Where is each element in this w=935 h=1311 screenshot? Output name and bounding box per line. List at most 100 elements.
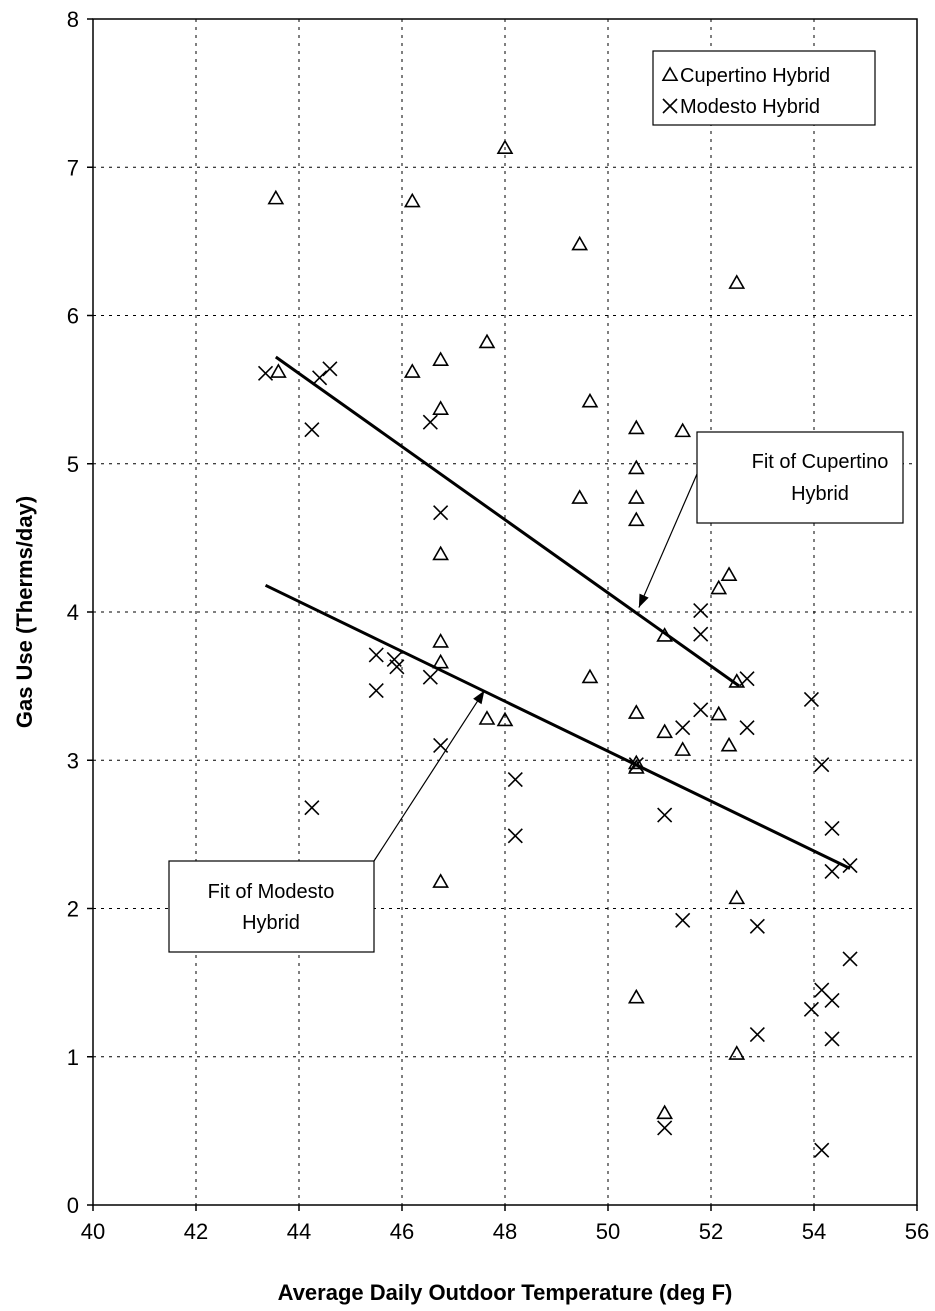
y-tick-label: 4 <box>67 600 79 625</box>
cupertino-point <box>267 189 285 205</box>
modesto-point <box>824 992 840 1008</box>
y-tick-label: 7 <box>67 155 79 180</box>
y-axis-title: Gas Use (Therms/day) <box>12 496 37 728</box>
y-tick-label: 6 <box>67 304 79 329</box>
modesto-point <box>657 807 673 823</box>
cupertino-point <box>571 235 589 251</box>
cupertino-point <box>627 489 645 504</box>
arrow-head <box>473 690 485 705</box>
annotation-arrow-modesto <box>373 690 485 862</box>
fit-line-modesto <box>264 583 851 870</box>
modesto-point <box>389 659 405 675</box>
y-tick-label: 8 <box>67 7 79 32</box>
x-axis-title: Average Daily Outdoor Temperature (deg F… <box>278 1280 733 1305</box>
modesto-point <box>312 370 328 386</box>
annotation-modesto-fit: Fit of Modesto Hybrid <box>168 690 485 953</box>
modesto-point <box>422 669 438 685</box>
cupertino-point <box>656 1104 674 1120</box>
modesto-point <box>842 951 858 967</box>
x-tick-label: 52 <box>699 1219 723 1244</box>
cupertino-point <box>728 673 746 688</box>
modesto-point <box>739 671 755 687</box>
cupertino-point <box>496 139 514 155</box>
modesto-point <box>304 422 320 438</box>
arrow-head <box>638 593 649 608</box>
modesto-point <box>693 626 709 642</box>
cupertino-point <box>627 754 645 770</box>
y-tick-label: 0 <box>67 1193 79 1218</box>
cupertino-point <box>627 459 645 475</box>
modesto-point <box>749 918 765 934</box>
modesto-point <box>322 361 338 377</box>
modesto-point <box>657 1120 673 1136</box>
cupertino-point <box>728 1045 746 1060</box>
annotation-arrow-cupertino <box>638 473 698 608</box>
y-tick-label: 3 <box>67 748 79 773</box>
cupertino-point <box>720 736 738 752</box>
modesto-point <box>749 1026 765 1043</box>
cupertino-point <box>432 400 450 415</box>
modesto-point <box>814 1142 830 1158</box>
modesto-point <box>368 683 384 699</box>
y-tick-labels: 0 1 2 3 4 5 6 7 8 <box>67 7 93 1218</box>
cupertino-point <box>710 579 728 595</box>
cupertino-point <box>432 351 450 367</box>
cupertino-point <box>432 545 450 561</box>
x-tick-label: 46 <box>390 1219 414 1244</box>
y-tick-label: 1 <box>67 1045 79 1070</box>
annotation-text-modesto-line2: Hybrid <box>242 912 300 934</box>
legend-box <box>652 50 876 126</box>
modesto-point <box>433 505 449 521</box>
annotation-text-cupertino-line1: Fit of Cupertino <box>752 451 889 473</box>
cupertino-point <box>478 333 496 349</box>
cupertino-point <box>270 363 287 378</box>
cupertino-point <box>710 705 728 721</box>
grid-lines <box>93 19 917 1205</box>
cupertino-point <box>478 710 496 725</box>
annotation-cupertino-fit: Fit of Cupertino Hybrid <box>638 431 904 608</box>
cupertino-point <box>496 711 514 727</box>
legend-label-cupertino: Cupertino Hybrid <box>680 65 830 87</box>
legend-triangle-mark <box>661 66 679 82</box>
modesto-point <box>628 757 644 773</box>
cupertino-point <box>432 653 450 669</box>
modesto-point <box>814 757 830 773</box>
modesto-point <box>824 820 840 837</box>
modesto-point <box>824 863 840 880</box>
cupertino-point <box>627 704 645 719</box>
cupertino-point <box>656 627 674 642</box>
annotation-box-cupertino <box>696 431 904 524</box>
legend-x-icon <box>662 98 678 114</box>
cupertino-point <box>432 873 450 888</box>
legend: Cupertino Hybrid Modesto Hybrid <box>652 50 876 126</box>
modesto-point <box>842 857 858 874</box>
cupertino-point <box>720 566 738 581</box>
modesto-point <box>675 912 691 928</box>
legend-triangle-icon <box>661 66 679 82</box>
arrow-shaft <box>373 690 485 862</box>
x-tick-label: 56 <box>905 1219 929 1244</box>
arrow-shaft <box>638 473 698 608</box>
cupertino-point <box>627 511 645 527</box>
annotation-box-modesto <box>168 860 375 953</box>
data-points <box>257 139 858 1158</box>
fit-line-cupertino <box>274 355 741 688</box>
cupertino-point <box>627 759 645 774</box>
modesto-point <box>675 720 691 736</box>
modesto-point <box>304 800 320 816</box>
cupertino-point <box>674 422 692 438</box>
modesto-point <box>803 691 819 708</box>
fit-lines <box>264 355 851 870</box>
annotation-text-modesto-line1: Fit of Modesto <box>208 881 335 903</box>
x-tick-label: 44 <box>287 1219 311 1244</box>
cupertino-point <box>674 741 692 756</box>
cupertino-point <box>728 274 746 289</box>
y-tick-label: 5 <box>67 452 79 477</box>
cupertino-point <box>656 723 674 739</box>
y-tick-label: 2 <box>67 897 79 922</box>
legend-x-mark <box>662 98 678 114</box>
x-tick-label: 48 <box>493 1219 517 1244</box>
legend-label-modesto: Modesto Hybrid <box>680 96 820 118</box>
cupertino-point <box>627 419 645 435</box>
